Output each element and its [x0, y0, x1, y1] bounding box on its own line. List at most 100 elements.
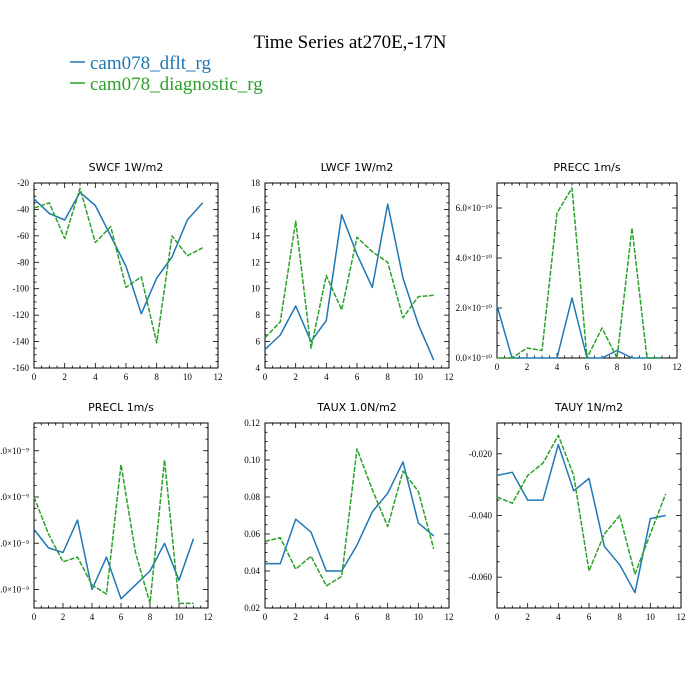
y-tick-label: 0.0×10⁻¹⁰	[456, 353, 493, 363]
y-tick-label: 0.12	[244, 418, 260, 428]
y-tick-label: 1.0×10⁻⁹	[0, 585, 29, 595]
y-tick-label: -40	[17, 204, 29, 214]
x-tick-label: 6	[585, 362, 590, 372]
series-line-diagnostic	[33, 187, 204, 344]
figure-title: Time Series at270E,-17N	[254, 32, 447, 53]
y-tick-label: 8	[256, 310, 261, 320]
chart-panel-3: PRECL 1m/s 0 2 4 6 8 10 12 1.0×10⁻⁹ 2.0×10⁻⁹ 3.0×1…	[0, 401, 213, 622]
x-tick-label: 0	[263, 372, 268, 382]
x-tick-label: 6	[587, 612, 592, 622]
x-tick-label: 12	[677, 612, 686, 622]
x-tick-label: 6	[124, 372, 129, 382]
y-tick-label: 12	[251, 257, 260, 267]
chart-title: LWCF 1W/m2	[321, 161, 394, 174]
x-tick-label: 8	[385, 612, 390, 622]
x-tick-label: 12	[445, 612, 454, 622]
legend-label-dflt: cam078_dflt_rg	[90, 53, 212, 74]
y-tick-label: 0.08	[244, 492, 260, 502]
x-tick-label: 8	[154, 372, 159, 382]
x-tick-label: 4	[93, 372, 98, 382]
chart-title: TAUY 1N/m2	[554, 401, 623, 414]
x-tick-label: 0	[263, 612, 268, 622]
y-tick-label: -0.040	[469, 511, 493, 521]
x-tick-label: 10	[414, 372, 424, 382]
series-line-dflt	[496, 443, 666, 594]
x-tick-label: 2	[61, 612, 66, 622]
plot-frame	[264, 182, 450, 369]
y-tick-label: 6	[256, 337, 261, 347]
y-tick-label: -60	[17, 231, 29, 241]
y-tick-label: 18	[251, 178, 261, 188]
y-tick-label: -140	[13, 337, 30, 347]
y-tick-label: 6.0×10⁻¹⁰	[456, 203, 493, 213]
series-line-diagnostic	[496, 434, 667, 575]
chart-title: SWCF 1W/m2	[89, 161, 164, 174]
y-tick-label: 10	[251, 284, 261, 294]
series-line-diagnostic	[497, 187, 662, 359]
y-tick-label: 4.0×10⁻⁹	[0, 446, 29, 456]
y-tick-label: 2.0×10⁻⁹	[0, 538, 29, 548]
legend: cam078_dflt_rg cam078_diagnostic_rg	[70, 53, 263, 95]
x-tick-label: 2	[525, 612, 530, 622]
plot-frame	[496, 182, 678, 359]
x-tick-label: 6	[355, 612, 360, 622]
x-tick-label: 0	[32, 372, 37, 382]
y-tick-label: 0.02	[244, 603, 260, 613]
chart-title: PRECL 1m/s	[88, 401, 154, 414]
x-tick-label: 2	[293, 612, 298, 622]
x-tick-label: 4	[324, 612, 329, 622]
x-tick-label: 2	[293, 372, 298, 382]
series-line-dflt	[264, 203, 435, 361]
x-tick-label: 0	[495, 362, 500, 372]
legend-label-diagnostic: cam078_diagnostic_rg	[90, 74, 263, 95]
y-tick-label: 2.0×10⁻¹⁰	[456, 303, 493, 313]
x-tick-label: 12	[673, 362, 682, 372]
y-tick-label: 4	[256, 363, 261, 373]
x-tick-label: 4	[555, 362, 560, 372]
chart-panel-2: PRECC 1m/s 0 2 4 6 8 10 12 0.0×10⁻¹⁰ 2.0×10⁻¹⁰ 4.0…	[456, 161, 682, 372]
chart-title: PRECC 1m/s	[553, 161, 621, 174]
x-tick-label: 0	[495, 612, 500, 622]
x-tick-label: 6	[355, 372, 360, 382]
series-line-diagnostic	[264, 448, 435, 587]
y-tick-label: 4.0×10⁻¹⁰	[456, 253, 493, 263]
series-line-diagnostic	[33, 459, 194, 605]
y-tick-label: 0.10	[244, 455, 260, 465]
series-line-dflt	[496, 297, 662, 359]
x-tick-label: 4	[90, 612, 95, 622]
x-tick-label: 6	[119, 612, 124, 622]
x-tick-label: 4	[556, 612, 561, 622]
x-tick-label: 12	[214, 372, 223, 382]
x-tick-label: 10	[643, 362, 653, 372]
y-tick-label: -120	[13, 310, 30, 320]
chart-panel-4: TAUX 1.0N/m2 0 2 4 6 8 10 12 0.02 0.04 0.06 0.08 0.1…	[244, 401, 453, 622]
x-tick-label: 8	[615, 362, 620, 372]
x-tick-label: 8	[617, 612, 622, 622]
y-tick-label: -20	[17, 178, 29, 188]
series-line-dflt	[33, 191, 204, 315]
x-tick-label: 10	[414, 612, 424, 622]
y-tick-label: 16	[251, 204, 261, 214]
y-tick-label: 14	[251, 231, 261, 241]
x-tick-label: 2	[62, 372, 67, 382]
x-tick-label: 0	[32, 612, 37, 622]
x-tick-label: 12	[204, 612, 213, 622]
x-tick-label: 10	[175, 612, 185, 622]
x-tick-label: 12	[445, 372, 454, 382]
y-tick-label: 3.0×10⁻⁹	[0, 492, 29, 502]
x-tick-label: 4	[324, 372, 329, 382]
plot-frame	[33, 422, 209, 609]
chart-title: TAUX 1.0N/m2	[316, 401, 397, 414]
chart-panel-0: SWCF 1W/m2 0 2 4 6 8 10 12 -160 -140 -120 -100 -80 -6…	[13, 161, 223, 382]
chart-grid: SWCF 1W/m2 0 2 4 6 8 10 12 -160 -140 -120 -100 -80 -6…	[0, 161, 686, 622]
plot-frame	[33, 182, 219, 369]
plot-frame	[496, 422, 682, 609]
series-line-dflt	[265, 461, 435, 572]
series-line-diagnostic	[264, 220, 434, 349]
series-line-dflt	[33, 519, 195, 600]
x-tick-label: 2	[525, 362, 530, 372]
y-tick-label: -0.060	[469, 572, 493, 582]
y-tick-label: -100	[13, 284, 30, 294]
x-tick-label: 8	[148, 612, 153, 622]
